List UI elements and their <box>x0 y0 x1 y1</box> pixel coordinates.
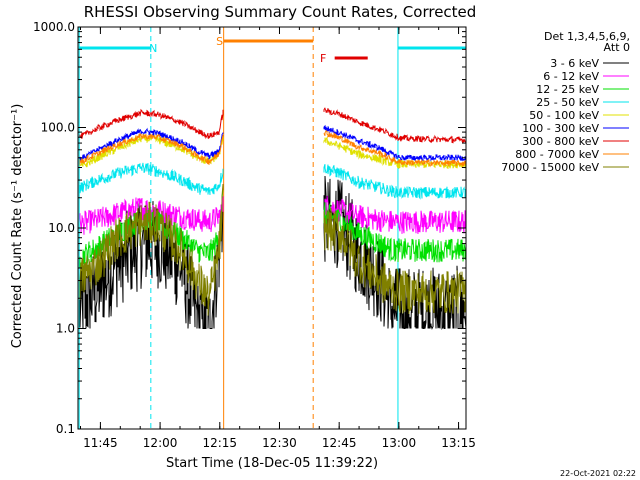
series-lines <box>79 107 467 331</box>
legend-label-2: 12 - 25 keV <box>536 83 599 96</box>
y-tick-label: 1.0 <box>56 322 75 336</box>
axes: 0.1 1.0 10.0 100.0 1000.0 11:45 12:00 12:15 12:3… <box>33 20 476 450</box>
legend-label-1: 6 - 12 keV <box>543 70 599 83</box>
series-line-6 <box>79 107 467 144</box>
flag-label-s: S <box>216 35 223 48</box>
flag-label-n: N <box>149 42 157 55</box>
flag-boundaries <box>78 27 467 429</box>
series-line-8 <box>79 183 467 316</box>
observing-flags: N S F <box>79 35 466 65</box>
chart-title: RHESSI Observing Summary Count Rates, Co… <box>84 3 477 21</box>
y-tick-label: 10.0 <box>48 221 75 235</box>
x-tick-label: 13:00 <box>382 436 417 450</box>
y-tick-label: 0.1 <box>56 422 75 436</box>
x-axis-label: Start Time (18-Dec-05 11:39:22) <box>166 456 378 471</box>
legend-label-6: 300 - 800 keV <box>522 135 599 148</box>
y-tick-label: 1000.0 <box>33 20 75 34</box>
x-tick-label: 12:15 <box>202 436 237 450</box>
x-tick-label: 12:45 <box>322 436 357 450</box>
attenuator-label: Att 0 <box>604 41 630 54</box>
legend-label-4: 50 - 100 keV <box>529 109 599 122</box>
x-tick-label: 12:00 <box>143 436 178 450</box>
x-tick-label: 12:30 <box>262 436 297 450</box>
legend-label-8: 7000 - 15000 keV <box>501 161 599 174</box>
legend-label-7: 800 - 7000 keV <box>515 148 599 161</box>
y-tick-label: 100.0 <box>41 121 75 135</box>
legend-label-3: 25 - 50 keV <box>536 96 599 109</box>
detectors-label: Det 1,3,4,5,6,9, <box>544 30 630 43</box>
flag-label-f: F <box>320 52 326 65</box>
series-line-7 <box>79 129 467 168</box>
timestamp-label: 22-Oct-2021 02:22 <box>560 469 636 478</box>
x-tick-label: 13:15 <box>441 436 476 450</box>
legend-label-0: 3 - 6 keV <box>550 57 599 70</box>
legend-label-5: 100 - 300 keV <box>522 122 599 135</box>
y-axis-label: Corrected Count Rate (s⁻¹ detector⁻¹) <box>10 104 25 349</box>
series-line-3 <box>79 162 467 200</box>
series-line-5 <box>79 124 467 162</box>
x-tick-label: 11:45 <box>83 436 118 450</box>
